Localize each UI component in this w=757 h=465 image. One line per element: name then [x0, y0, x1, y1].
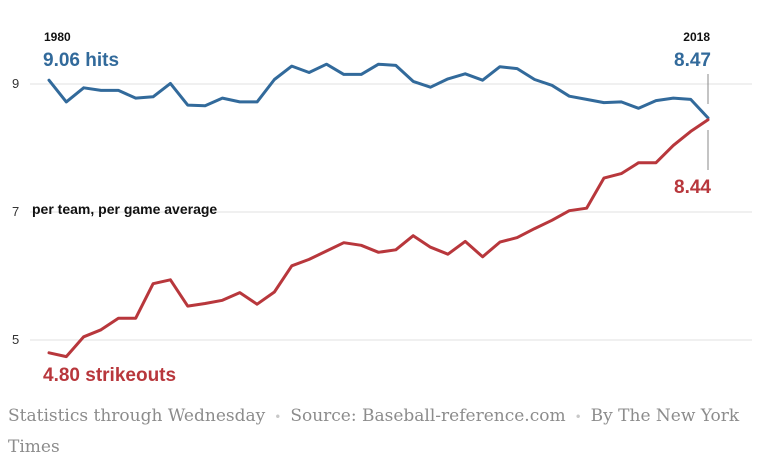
hits-end-label: 8.47	[674, 50, 711, 71]
strikeouts-end-label: 8.44	[674, 177, 711, 198]
end-year-label: 2018	[683, 30, 710, 44]
footer-separator: •	[274, 410, 282, 424]
footer-byline: By The New York Times	[8, 406, 740, 457]
annotation-layer: 1980 2018 9.06 hits 8.47 8.44 4.80 strikeouts	[43, 30, 711, 386]
strikeouts-start-label: 4.80 strikeouts	[43, 365, 176, 386]
y-tick-label: 5	[12, 332, 19, 347]
footer-source: Source: Baseball-reference.com	[290, 406, 566, 426]
y-tick-label: 9	[12, 76, 19, 91]
series-line-hits	[47, 62, 710, 120]
footer-stat-note: Statistics through Wednesday	[8, 406, 266, 426]
y-axis-ticks: 5 7 9	[12, 76, 19, 347]
y-axis-label: per team, per game average	[32, 201, 217, 217]
series-layer	[47, 62, 710, 359]
line-chart: 5 7 9 per team, per game average 1980 2018 9…	[12, 30, 752, 386]
footer: Statistics through Wednesday • Source: Bas…	[8, 401, 748, 462]
start-year-label: 1980	[44, 30, 71, 44]
series-line-strikeouts	[47, 118, 710, 359]
gridlines	[30, 83, 752, 341]
hits-start-label: 9.06 hits	[43, 50, 119, 71]
y-tick-label: 7	[12, 204, 19, 219]
footer-separator: •	[574, 410, 582, 424]
